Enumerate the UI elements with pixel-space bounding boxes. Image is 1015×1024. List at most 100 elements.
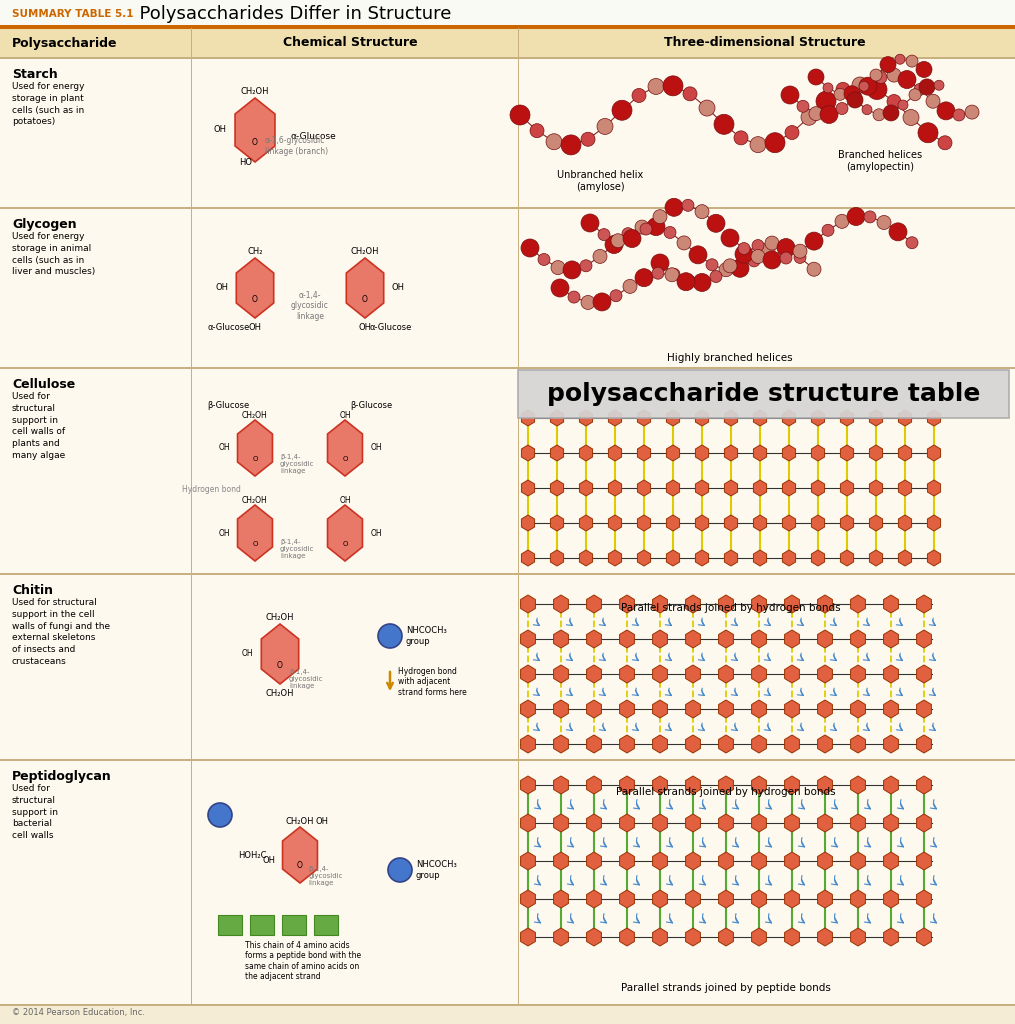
Polygon shape xyxy=(785,776,800,794)
Polygon shape xyxy=(685,665,700,683)
Bar xyxy=(0,759,1015,761)
Polygon shape xyxy=(619,700,634,718)
Circle shape xyxy=(836,102,848,115)
Text: OH: OH xyxy=(215,284,228,293)
Circle shape xyxy=(647,218,665,236)
Circle shape xyxy=(848,91,862,104)
Polygon shape xyxy=(637,480,651,496)
Text: O: O xyxy=(277,660,283,670)
Polygon shape xyxy=(785,735,800,753)
Polygon shape xyxy=(928,515,941,531)
Polygon shape xyxy=(917,700,932,718)
Polygon shape xyxy=(653,700,668,718)
Polygon shape xyxy=(840,410,854,426)
Circle shape xyxy=(623,229,641,248)
Bar xyxy=(0,28,1015,58)
Polygon shape xyxy=(521,928,535,946)
Circle shape xyxy=(623,280,637,294)
Polygon shape xyxy=(580,515,593,531)
Text: NHCOCH₃
group: NHCOCH₃ group xyxy=(416,860,457,880)
Polygon shape xyxy=(870,445,883,461)
Polygon shape xyxy=(725,550,738,566)
Polygon shape xyxy=(235,98,275,162)
Text: β-1,4-
glycosidic
linkage: β-1,4- glycosidic linkage xyxy=(309,866,343,886)
Polygon shape xyxy=(695,550,708,566)
Polygon shape xyxy=(928,410,941,426)
Text: NHCOCH₃
group: NHCOCH₃ group xyxy=(406,627,447,646)
Polygon shape xyxy=(783,410,796,426)
Polygon shape xyxy=(521,776,535,794)
Polygon shape xyxy=(580,445,593,461)
Polygon shape xyxy=(685,852,700,870)
Circle shape xyxy=(887,94,901,109)
Polygon shape xyxy=(751,814,766,831)
Polygon shape xyxy=(685,776,700,794)
Circle shape xyxy=(610,290,622,302)
Circle shape xyxy=(919,79,935,95)
Text: OH: OH xyxy=(263,856,276,865)
Circle shape xyxy=(689,246,707,264)
Polygon shape xyxy=(587,814,602,831)
Text: α-1,4-
glycosidic
linkage: α-1,4- glycosidic linkage xyxy=(291,291,329,321)
Polygon shape xyxy=(917,735,932,753)
Polygon shape xyxy=(783,445,796,461)
Polygon shape xyxy=(898,445,911,461)
Polygon shape xyxy=(637,550,651,566)
Circle shape xyxy=(706,259,718,270)
Circle shape xyxy=(668,268,680,281)
Text: O: O xyxy=(297,861,302,870)
Polygon shape xyxy=(619,735,634,753)
Bar xyxy=(0,573,1015,575)
Text: Hydrogen bond
with adjacent
strand forms here: Hydrogen bond with adjacent strand forms… xyxy=(398,667,467,697)
Polygon shape xyxy=(685,735,700,753)
Bar xyxy=(0,367,1015,369)
Polygon shape xyxy=(695,445,708,461)
Polygon shape xyxy=(884,814,898,831)
Text: CH₂OH: CH₂OH xyxy=(286,816,315,825)
Polygon shape xyxy=(521,890,535,908)
Polygon shape xyxy=(653,890,668,908)
Polygon shape xyxy=(553,852,568,870)
Polygon shape xyxy=(818,700,832,718)
Polygon shape xyxy=(753,550,766,566)
Polygon shape xyxy=(928,445,941,461)
Polygon shape xyxy=(753,445,766,461)
Text: Used for
structural
support in
cell walls of
plants and
many algae: Used for structural support in cell wall… xyxy=(12,392,65,460)
Circle shape xyxy=(859,77,877,95)
Polygon shape xyxy=(587,700,602,718)
Polygon shape xyxy=(884,928,898,946)
Polygon shape xyxy=(587,735,602,753)
Circle shape xyxy=(847,208,865,225)
Polygon shape xyxy=(521,700,535,718)
Circle shape xyxy=(378,624,402,648)
Text: SUMMARY TABLE 5.1: SUMMARY TABLE 5.1 xyxy=(12,9,134,19)
Polygon shape xyxy=(550,480,563,496)
Polygon shape xyxy=(608,445,621,461)
Polygon shape xyxy=(753,480,766,496)
Text: Polysaccharides Differ in Structure: Polysaccharides Differ in Structure xyxy=(128,5,452,23)
Text: β-Glucose: β-Glucose xyxy=(350,401,392,411)
Bar xyxy=(0,25,1015,29)
Polygon shape xyxy=(695,480,708,496)
Circle shape xyxy=(521,239,539,257)
Circle shape xyxy=(581,296,595,309)
Polygon shape xyxy=(521,630,535,648)
Circle shape xyxy=(681,274,695,289)
Circle shape xyxy=(877,215,891,229)
Polygon shape xyxy=(785,890,800,908)
Polygon shape xyxy=(884,595,898,613)
Bar xyxy=(0,207,1015,209)
Polygon shape xyxy=(667,445,680,461)
Polygon shape xyxy=(282,827,318,883)
Text: α-1,6-glycosidic
linkage (branch): α-1,6-glycosidic linkage (branch) xyxy=(265,136,328,156)
Polygon shape xyxy=(917,852,932,870)
Polygon shape xyxy=(811,410,824,426)
Text: Parallel strands joined by hydrogen bonds: Parallel strands joined by hydrogen bond… xyxy=(616,787,835,797)
Circle shape xyxy=(593,293,611,311)
Text: Parallel strands joined by peptide bonds: Parallel strands joined by peptide bonds xyxy=(621,983,831,993)
Polygon shape xyxy=(751,665,766,683)
Polygon shape xyxy=(725,480,738,496)
Text: α-Glucose: α-Glucose xyxy=(208,323,250,332)
Polygon shape xyxy=(522,480,535,496)
Polygon shape xyxy=(653,776,668,794)
